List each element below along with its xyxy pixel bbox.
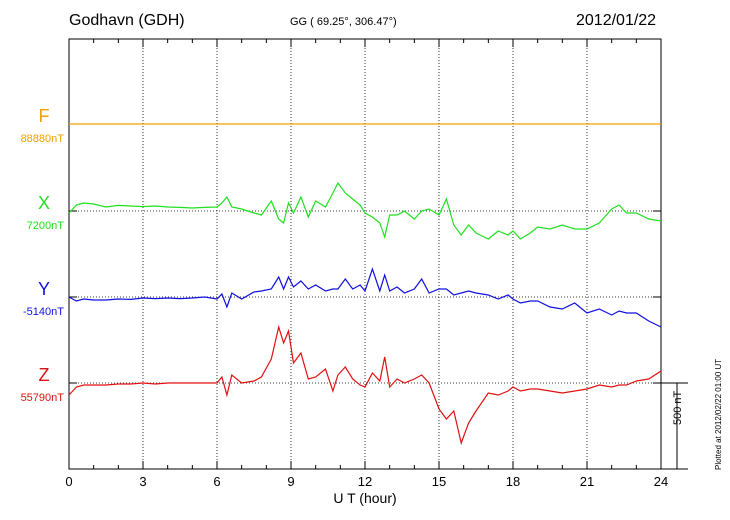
x-tick-label: 24 [654,474,668,489]
x-tick-label: 0 [65,474,72,489]
series-line-y [68,267,662,328]
plot-frame [68,38,662,470]
x-tick-label: 21 [580,474,594,489]
x-tick-label: 9 [287,474,294,489]
x-tick-label: 3 [139,474,146,489]
plotted-timestamp: Plotted at 2012/02/22 01:00 UT [714,358,723,470]
x-tick-label: 15 [432,474,446,489]
chart-date: 2012/01/22 [576,12,657,29]
series-baseline-label-x: 7200nT [27,220,65,232]
scale-bar-label: 500 nT [672,390,684,425]
series-baseline-label-y: -5140nT [23,306,64,318]
series-line-x [68,181,662,240]
series-baseline-label-z: 55790nT [21,392,65,404]
x-tick-label: 6 [213,474,220,489]
series-name-f: F [39,106,50,126]
x-tick-label: 18 [506,474,520,489]
series-name-y: Y [38,279,50,299]
x-tick-label: 12 [358,474,372,489]
station-coordinates: GG ( 69.25°, 306.47°) [290,16,397,28]
series-baseline-label-f: 88880nT [21,133,65,145]
series-name-x: X [38,193,50,213]
series-name-z: Z [39,365,50,385]
x-axis-label: U T (hour) [333,490,396,506]
series-line-z [68,324,662,446]
station-title: Godhavn (GDH) [69,12,185,29]
